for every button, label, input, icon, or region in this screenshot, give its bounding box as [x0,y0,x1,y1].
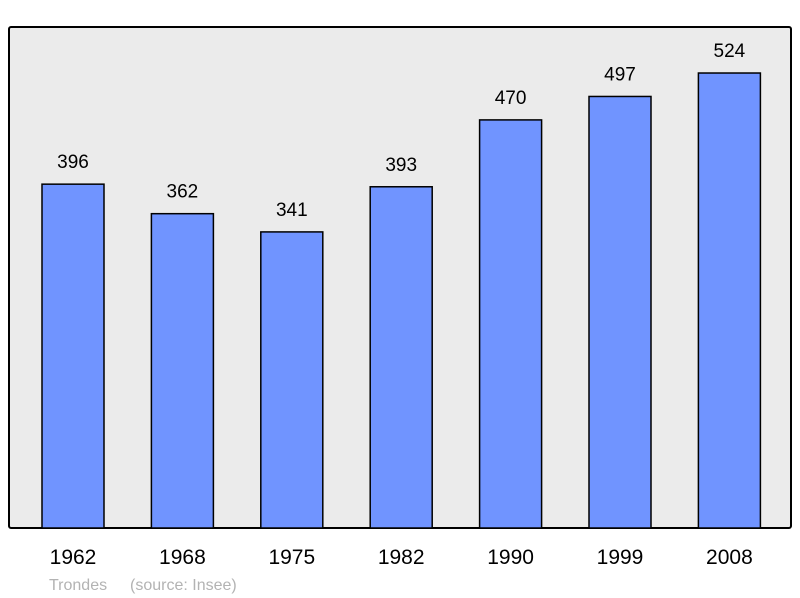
bar-1975 [260,231,324,529]
data-label: 470 [495,88,527,109]
data-label: 497 [604,64,636,85]
bar-1999 [588,95,652,529]
data-label: 396 [57,152,89,173]
data-label: 341 [276,200,308,221]
footer-place: Trondes [49,577,107,594]
x-tick-label: 1982 [378,546,425,569]
x-tick-label: 1975 [268,546,315,569]
footer-source: (source: Insee) [130,577,237,594]
bar-1962 [41,183,105,529]
x-tick-label: 1990 [487,546,534,569]
bar-1990 [478,119,543,529]
data-label: 362 [167,182,199,203]
bar-1968 [150,212,215,529]
bar-1982 [369,186,433,529]
x-tick-label: 2008 [706,546,753,569]
data-label: 524 [714,41,746,62]
x-tick-label: 1999 [597,546,644,569]
data-label: 393 [385,155,417,176]
x-tick-label: 1962 [50,546,97,569]
x-tick-label: 1968 [159,546,206,569]
bar-2008 [697,72,762,529]
